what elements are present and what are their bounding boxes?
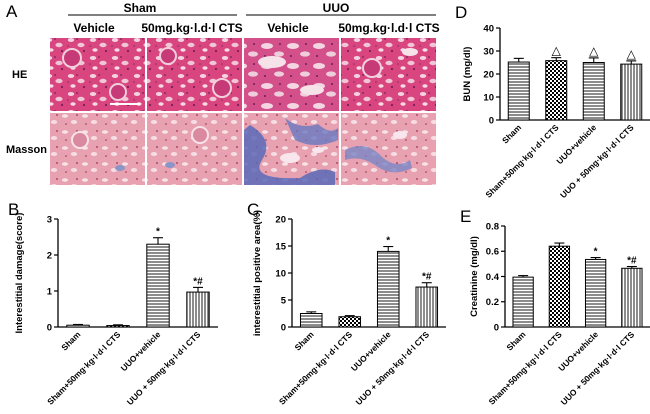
panel-letter-c: C — [247, 200, 259, 219]
y-tick-label: 2 — [47, 250, 52, 261]
y-tick-label: 10 — [275, 268, 286, 279]
x-category-label: Sham — [500, 122, 523, 145]
x-category-label: UUO+vehicle — [119, 329, 163, 373]
panel-letter-b: B — [8, 200, 19, 219]
bar-4 — [186, 291, 210, 328]
column-label-sham-vehicle: Vehicle — [73, 21, 115, 35]
y-axis-label: interestitial positive area(%) — [252, 210, 263, 336]
bar-4 — [621, 267, 643, 328]
y-tick-label: 15 — [275, 241, 286, 252]
y-tick-label: 0.6 — [486, 247, 499, 258]
row-label-masson: Masson — [6, 144, 47, 156]
significance-mark-3: * — [156, 227, 160, 238]
y-tick-label: 40 — [483, 23, 494, 34]
x-category-label: UUO + 50mg·kg·l·d·l CTS — [354, 329, 432, 407]
bar-4 — [620, 63, 643, 121]
chart-panel-e: E Creatinine (mg/dl) 0 0.2 0.4 0.6 0.8 ShamSham… — [460, 207, 650, 407]
panel-letter-d: D — [455, 3, 467, 22]
y-tick-label: 20 — [275, 214, 286, 225]
bar-3 — [146, 243, 170, 328]
y-tick-label: 5 — [281, 295, 287, 306]
y-tick-label: 0 — [47, 322, 52, 333]
micrograph-masson-sham-vehicle — [50, 113, 145, 185]
significance-mark-3: △ — [589, 44, 599, 58]
micrograph-he-uuo-cts — [341, 38, 436, 111]
significance-mark-4: *# — [422, 272, 432, 283]
x-category-label: Sham+50mg·kg·l·d·l CTS — [486, 329, 564, 407]
y-axis-label: Creatinine (mg/dl) — [469, 236, 480, 317]
bar-2 — [548, 245, 571, 328]
panel-a-histology: A Sham UUO Vehicle 50mg.kg·l.d·l CTS Veh… — [6, 1, 440, 185]
bar-2 — [106, 325, 130, 328]
x-category-label: Sham — [59, 329, 82, 352]
y-axis-label: BUN (mg/dl) — [462, 47, 473, 102]
y-tick-label: 20 — [483, 69, 494, 80]
column-label-uuo-cts: 50mg.kg·l.d·l CTS — [338, 21, 439, 35]
row-label-he: HE — [12, 69, 27, 81]
bar-2 — [338, 316, 362, 328]
significance-mark-4: △ — [627, 47, 637, 61]
chart-panel-d: D BUN (mg/dl) 0 10 20 30 40 Sham △ Sham+50mg·kg·l… — [455, 3, 650, 200]
bar-3 — [376, 250, 400, 328]
y-tick-label: 10 — [483, 92, 494, 103]
micrograph-he-sham-cts — [147, 38, 242, 111]
panel-letter-e: E — [460, 207, 471, 226]
column-label-sham-cts: 50mg.kg·l.d·l CTS — [141, 21, 242, 35]
x-category-label: UUO + 50mg·kg·l·d·l CTS — [559, 329, 637, 407]
y-tick-label: 0 — [489, 115, 494, 126]
micrograph-he-uuo-vehicle — [244, 38, 339, 111]
panel-letter-a: A — [6, 2, 18, 21]
bar-4 — [415, 286, 439, 328]
y-axis-label: Interestitial damage(score) — [14, 213, 25, 334]
bar-1 — [507, 61, 530, 121]
significance-mark-4: *# — [193, 276, 203, 287]
micrograph-he-sham-vehicle — [50, 38, 145, 111]
x-category-label: UUO + 50mg·kg·l·d·l CTS — [558, 122, 636, 200]
significance-mark-3: * — [594, 247, 598, 258]
bar-3 — [584, 258, 607, 328]
bar-1 — [512, 276, 534, 328]
significance-mark-4: *# — [627, 256, 637, 267]
y-tick-label: 0.2 — [486, 297, 499, 308]
x-category-label: Sham+50mg·kg·l·d·l CTS — [483, 122, 561, 200]
x-category-label: Sham+50mg·kg·l·d·l CTS — [45, 329, 123, 407]
significance-mark-2: △ — [552, 44, 562, 58]
x-category-label: Sham — [292, 329, 315, 352]
y-tick-label: 1 — [47, 286, 53, 297]
x-category-label: Sham — [504, 329, 527, 352]
x-category-label: UUO + 50mg·kg·l·d·l CTS — [125, 329, 203, 407]
y-tick-label: 0.4 — [486, 272, 500, 283]
bar-1 — [299, 313, 323, 328]
column-label-uuo-vehicle: Vehicle — [267, 21, 309, 35]
y-tick-label: 30 — [483, 46, 494, 57]
bar-1 — [66, 324, 90, 328]
y-tick-label: 0 — [494, 322, 499, 333]
significance-mark-3: * — [386, 236, 390, 247]
x-category-label: Sham+50mg·kg·l·d·l CTS — [277, 329, 355, 407]
y-tick-label: 3 — [47, 214, 52, 225]
group-label-sham: Sham — [124, 1, 157, 15]
y-tick-label: 0 — [281, 322, 286, 333]
y-tick-label: 0.8 — [486, 221, 499, 232]
group-label-uuo: UUO — [323, 1, 350, 15]
bar-2 — [545, 60, 568, 121]
micrograph-masson-sham-cts — [147, 113, 242, 185]
bar-3 — [582, 62, 605, 121]
